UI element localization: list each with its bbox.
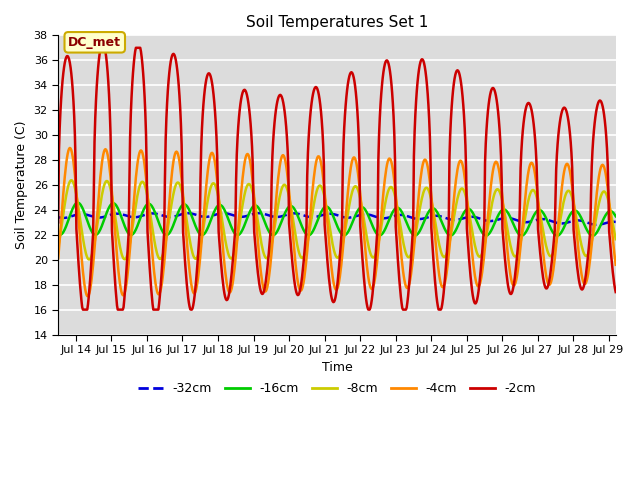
Text: DC_met: DC_met xyxy=(68,36,121,49)
-2cm xyxy=(79,307,87,312)
-8cm xyxy=(132,202,140,207)
-16cm xyxy=(131,228,139,234)
-8cm xyxy=(612,236,620,242)
Line: -2cm: -2cm xyxy=(58,48,616,310)
-2cm xyxy=(612,289,620,295)
Line: -4cm: -4cm xyxy=(58,148,616,296)
-32cm xyxy=(593,222,601,228)
Title: Soil Temperatures Set 1: Soil Temperatures Set 1 xyxy=(246,15,428,30)
-8cm xyxy=(86,257,93,263)
-32cm xyxy=(177,212,185,217)
-4cm xyxy=(54,255,62,261)
-4cm xyxy=(509,283,517,288)
-4cm xyxy=(132,175,140,180)
X-axis label: Time: Time xyxy=(321,360,353,373)
-16cm xyxy=(509,219,516,225)
-32cm xyxy=(525,219,533,225)
-4cm xyxy=(456,158,464,164)
-2cm xyxy=(526,102,534,108)
-32cm xyxy=(54,215,62,220)
Line: -32cm: -32cm xyxy=(58,213,616,225)
-4cm xyxy=(84,293,92,299)
-16cm xyxy=(74,200,82,205)
-32cm xyxy=(131,215,138,220)
-2cm xyxy=(179,181,186,187)
-2cm xyxy=(54,219,62,225)
-2cm xyxy=(132,45,140,51)
-8cm xyxy=(67,177,75,183)
-16cm xyxy=(54,231,62,237)
-32cm xyxy=(63,215,71,220)
-2cm xyxy=(97,45,105,51)
-8cm xyxy=(509,252,517,258)
-16cm xyxy=(178,203,186,209)
-2cm xyxy=(456,75,464,81)
-16cm xyxy=(525,223,533,228)
Legend: -32cm, -16cm, -8cm, -4cm, -2cm: -32cm, -16cm, -8cm, -4cm, -2cm xyxy=(132,377,541,400)
-8cm xyxy=(526,192,534,197)
-2cm xyxy=(63,53,71,59)
-4cm xyxy=(526,162,534,168)
-2cm xyxy=(509,285,517,290)
-4cm xyxy=(179,184,186,190)
-8cm xyxy=(63,189,71,194)
-32cm xyxy=(612,219,620,225)
-16cm xyxy=(63,221,71,227)
-16cm xyxy=(589,233,596,239)
-4cm xyxy=(66,145,74,151)
-8cm xyxy=(456,187,464,192)
-4cm xyxy=(612,262,620,268)
-16cm xyxy=(612,214,620,219)
Y-axis label: Soil Temperature (C): Soil Temperature (C) xyxy=(15,120,28,249)
-32cm xyxy=(509,216,516,222)
-32cm xyxy=(219,210,227,216)
-16cm xyxy=(456,219,463,225)
-8cm xyxy=(179,191,186,197)
-8cm xyxy=(54,244,62,250)
-32cm xyxy=(456,216,463,222)
Line: -8cm: -8cm xyxy=(58,180,616,260)
-4cm xyxy=(63,155,71,161)
Line: -16cm: -16cm xyxy=(58,203,616,236)
